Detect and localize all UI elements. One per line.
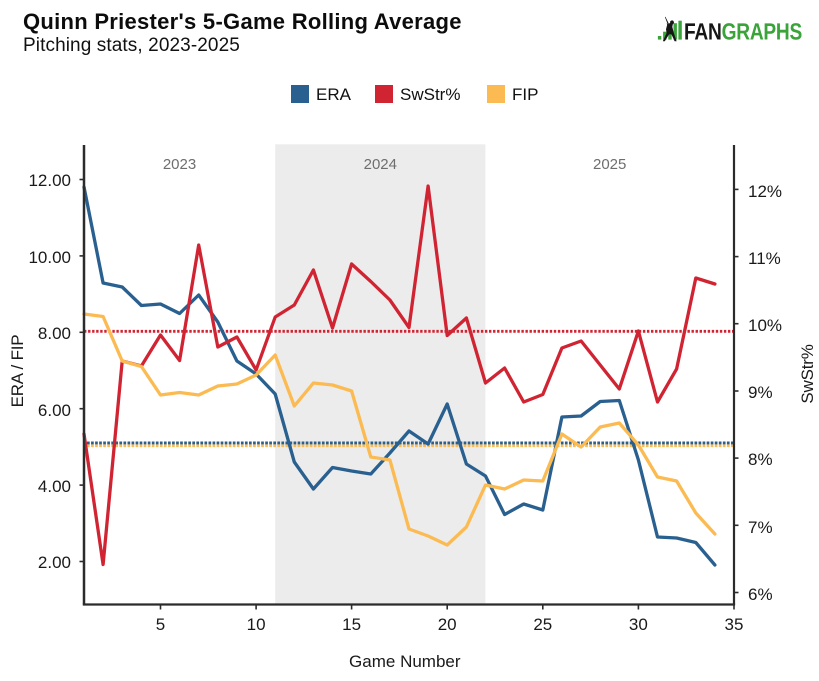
svg-text:FANGRAPHS: FANGRAPHS: [684, 19, 802, 45]
